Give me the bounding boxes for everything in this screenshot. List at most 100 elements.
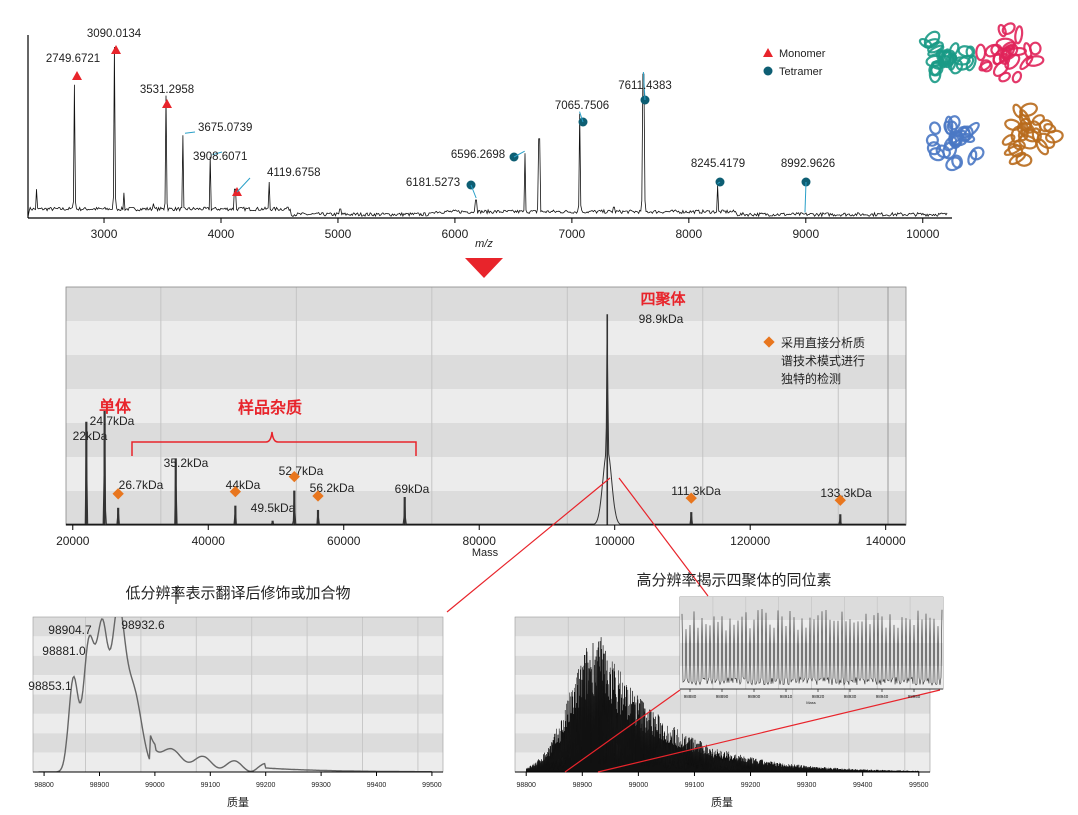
low-res-x-tick-label: 99200 (256, 782, 276, 789)
peak-label: 3675.0739 (198, 122, 252, 134)
protein-helix (1045, 129, 1064, 144)
low-res-peak-label: 98853.1 (28, 679, 72, 693)
legend-monomer-marker (763, 48, 773, 57)
low-res-peak-label: 98932.6 (121, 618, 165, 632)
protein-helix (948, 129, 966, 144)
protein-helix (923, 38, 940, 49)
deconvoluted-band (66, 457, 906, 491)
tetramer-leader-line (717, 181, 721, 185)
mass-peak-label: 26.7kDa (119, 478, 164, 492)
deconvoluted-x-tick-label: 60000 (327, 534, 361, 548)
low-res-peak-label: 98904.7 (48, 623, 92, 637)
inset-x-tick-label: 98950 (908, 694, 921, 699)
low-res-peak-label: 98881.0 (42, 644, 86, 658)
deconvoluted-band (66, 287, 906, 321)
inset-x-axis-label: Mass (806, 700, 816, 705)
detection-legend: 采用直接分析质 谱技术模式进行 独特的检测 (763, 335, 865, 386)
native-ms-x-tick-label: 9000 (792, 227, 819, 241)
mass-peak-label: 69kDa (395, 482, 430, 496)
protein-helix (979, 59, 993, 73)
mass-peak-label: 22kDa (73, 429, 108, 443)
legend-tetramer-marker (763, 66, 773, 76)
low-res-x-tick-label: 98900 (90, 782, 110, 789)
peak-label: 6181.5273 (406, 177, 460, 189)
deconvoluted-band (66, 355, 906, 389)
protein-helix (955, 54, 975, 71)
protein-helix (1001, 133, 1016, 146)
protein-helix (944, 115, 954, 135)
high-res-x-tick-label: 99400 (853, 782, 873, 789)
inset-connector-right (597, 689, 941, 773)
deconvoluted-x-tick-label: 40000 (192, 534, 226, 548)
inset-x-tick-label: 98920 (812, 694, 825, 699)
low-res-band (33, 675, 443, 695)
native-ms-x-tick-label: 4000 (208, 227, 235, 241)
detection-legend-line1: 采用直接分析质 (781, 335, 865, 350)
deconvoluted-band (66, 389, 906, 423)
low-res-title: 低分辨率表示翻译后修饰或加合物 (125, 585, 350, 602)
protein-helix (943, 136, 958, 152)
mass-peak-label: 98.9kDa (639, 312, 684, 326)
impurities-bracket (131, 431, 417, 456)
direct-detection-diamond (834, 494, 846, 506)
low-res-band (33, 636, 443, 656)
high-res-chart: 高分辨率揭示四聚体的同位素 98800 98900 99000 99100 99200 9… (514, 572, 944, 809)
peak-label: 7611.4383 (618, 80, 672, 92)
mass-peak-label: 44kDa (226, 478, 261, 492)
tetramer-leader-line (470, 184, 477, 199)
peak-leader-line (236, 177, 251, 193)
low-res-x-axis-label: 质量 (227, 796, 249, 809)
deconvoluted-x-tick-label: 20000 (56, 534, 90, 548)
high-res-x-tick-label: 98800 (516, 782, 536, 789)
peak-label: 3908.6071 (193, 151, 247, 163)
low-res-x-tick-label: 99400 (367, 782, 387, 789)
mass-peak-label: 52.7kDa (279, 464, 324, 478)
deconvoluted-band (66, 423, 906, 457)
peak-label: 3090.0134 (87, 28, 142, 40)
deconvoluted-x-tick-label: 120000 (730, 534, 770, 548)
high-res-x-tick-label: 99500 (909, 782, 929, 789)
native-ms-x-tick-label: 8000 (675, 227, 702, 241)
direct-detection-diamond (685, 492, 697, 504)
protein-helix (935, 144, 951, 159)
native-ms-x-tick-label: 5000 (325, 227, 352, 241)
protein-helix (992, 52, 1003, 66)
inset-connector-left (564, 689, 681, 773)
native-ms-chart: 2749.6721 3090.0134 3531.2958 3675.0739 3908… (27, 28, 952, 250)
protein-helix (1038, 119, 1054, 133)
direct-detection-diamond (312, 490, 324, 502)
protein-helix (965, 45, 976, 59)
protein-helix (1011, 70, 1023, 84)
protein-helix (925, 133, 939, 147)
deconvoluted-band (66, 491, 906, 525)
peak-leader-line (184, 131, 196, 134)
high-res-x-axis-label: 质量 (711, 796, 733, 809)
low-res-band (33, 713, 443, 734)
high-res-trace (515, 637, 930, 772)
inset-x-tick-label: 98910 (780, 694, 793, 699)
low-res-trace (38, 617, 432, 772)
direct-detection-diamond (229, 485, 242, 498)
native-ms-x-tick-label: 10000 (906, 227, 940, 241)
low-res-band (33, 617, 443, 637)
high-res-title: 高分辨率揭示四聚体的同位素 (636, 572, 831, 589)
low-res-x-tick-label: 99300 (311, 782, 331, 789)
protein-helix (1015, 153, 1033, 167)
peak-label: 8992.9626 (781, 158, 835, 170)
protein-helix (1035, 138, 1050, 156)
peak-label: 3531.2958 (140, 84, 194, 96)
protein-helix (949, 59, 964, 75)
monomer-marker (111, 45, 121, 54)
protein-helix (1028, 41, 1042, 56)
native-ms-x-tick-label: 7000 (559, 227, 586, 241)
mass-peak-label: 133.3kDa (820, 486, 872, 500)
inset-x-tick-label: 98930 (844, 694, 857, 699)
inset-x-tick-label: 98890 (716, 694, 729, 699)
tetramer-leader-line (579, 111, 584, 123)
protein-helix (997, 23, 1007, 38)
protein-helix (923, 30, 941, 48)
protein-helix (929, 121, 942, 135)
tetramer-leader-line (642, 71, 646, 101)
protein-helix (928, 65, 942, 84)
